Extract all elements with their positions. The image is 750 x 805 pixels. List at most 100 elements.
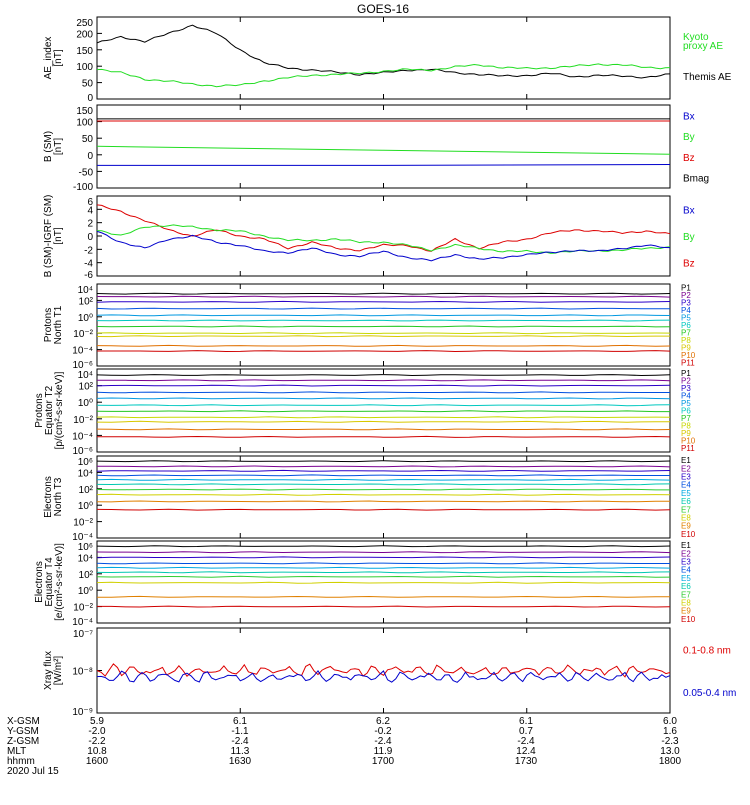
- y-tick-label: 10⁴: [78, 553, 93, 564]
- y-axis-label: [W/m²]: [53, 656, 64, 686]
- panel-protons_t1: 10⁴10²10⁰10⁻²10⁻⁴10⁻⁶Protons North T1P1P2…: [43, 284, 696, 371]
- y-tick-label: 10⁻⁴: [72, 346, 93, 357]
- legend-label: proxy AE: [683, 41, 723, 52]
- series-line: [97, 293, 670, 294]
- series-line: [97, 351, 670, 352]
- legend-label: E10: [681, 530, 696, 539]
- series-line: [97, 484, 670, 485]
- series-line: [97, 671, 670, 683]
- series-line: [97, 436, 670, 437]
- y-tick-label: 150: [76, 46, 93, 57]
- y-tick-label: -100: [73, 182, 93, 193]
- legend-label: 0.05-0.4 nm: [683, 688, 736, 699]
- panel-frame: [97, 369, 670, 452]
- y-axis-label: North T1: [53, 305, 64, 344]
- y-tick-label: 0: [87, 232, 93, 243]
- y-axis-label: [nT]: [53, 138, 64, 155]
- y-axis-label: [nT]: [53, 227, 64, 244]
- y-axis-label: North T3: [53, 477, 64, 516]
- y-tick-label: 10⁶: [78, 457, 93, 468]
- series-line: [97, 375, 670, 376]
- series-line: [97, 320, 670, 321]
- legend-label: Bz: [683, 259, 695, 270]
- series-line: [97, 461, 670, 462]
- y-tick-label: 10⁰: [78, 313, 93, 324]
- footer-table: X-GSMY-GSMZ-GSMMLThhmm2020 Jul 15 5.9-2.0…: [7, 716, 682, 777]
- series-line: [97, 552, 670, 553]
- y-tick-label: 10²: [79, 382, 94, 393]
- panel-frame: [97, 541, 670, 623]
- series-line: [97, 165, 670, 166]
- panel-bsm: 150100500-50-100B (SM) [nT]BxByBzBmag: [43, 105, 709, 193]
- series-line: [97, 576, 670, 577]
- y-tick-label: 50: [82, 79, 94, 90]
- series-line: [97, 572, 670, 573]
- series-line: [97, 25, 670, 78]
- legend-label: E10: [681, 615, 696, 624]
- series-line: [97, 557, 670, 558]
- y-tick-label: 10⁰: [78, 586, 93, 597]
- panel-xray: 10⁻⁷ 10⁻⁸ 10⁻⁹ Xray flux [W/m²] 0.1-0.8 nm 0.0…: [43, 628, 736, 718]
- y-tick-label: 10⁰: [78, 501, 93, 512]
- series-line: [97, 205, 670, 252]
- series-line: [97, 146, 670, 154]
- y-tick-label: -2: [84, 245, 93, 256]
- footer-value: 1600: [86, 756, 109, 767]
- y-tick-label: 4: [87, 205, 93, 216]
- y-tick-label: 10⁻²: [73, 329, 93, 340]
- series-line: [97, 308, 670, 309]
- footer-value: 1800: [659, 756, 682, 767]
- y-tick-label: 10⁰: [78, 398, 93, 409]
- panels-group: 250200150100500AE_index [nT]Kyotoproxy AE…: [34, 17, 736, 718]
- series-line: [97, 417, 670, 418]
- series-line: [97, 475, 670, 476]
- y-tick-label: 150: [76, 106, 93, 117]
- y-axis-label: [p/(cm²-s-sr-keV)]: [54, 371, 65, 449]
- series-line: [97, 466, 670, 467]
- y-tick-label: 10⁴: [78, 468, 93, 479]
- y-tick-label: 250: [76, 18, 93, 29]
- series-line: [97, 225, 670, 254]
- y-tick-label: 10⁶: [78, 542, 93, 553]
- legend-label: 0.1-0.8 nm: [683, 645, 731, 656]
- panel-electrons_t4: 10⁶10⁴10²10⁰10⁻²10⁻⁴Electrons Equator T4[…: [34, 541, 696, 628]
- series-line: [97, 380, 670, 381]
- panel-frame: [97, 456, 670, 538]
- series-line: [97, 563, 670, 564]
- y-tick-label: -50: [79, 167, 94, 178]
- legend-label: Bx: [683, 205, 695, 216]
- y-tick-label: 200: [76, 29, 93, 40]
- legend-label: Bmag: [683, 174, 709, 185]
- series-line: [97, 385, 670, 386]
- y-tick-label: 10⁻⁷: [73, 629, 93, 640]
- legend-label: Bx: [683, 111, 695, 122]
- y-tick-label: 100: [76, 118, 93, 129]
- legend-label: By: [683, 132, 695, 143]
- series-line: [97, 509, 670, 510]
- panel-ae: 250200 150 100 50 0 AE_index [nT] Kyotoproxy AE…: [43, 17, 732, 104]
- series-line: [97, 231, 670, 261]
- panel-electrons_t3: 10⁶10⁴10²10⁰10⁻²10⁻⁴Electrons North T3E1E…: [43, 456, 696, 543]
- series-line: [97, 567, 670, 568]
- series-line: [97, 64, 670, 87]
- y-tick-label: 10⁻²: [73, 415, 93, 426]
- series-line: [97, 489, 670, 490]
- y-tick-label: 10⁴: [78, 285, 93, 296]
- y-tick-label: 50: [82, 134, 94, 145]
- series-line: [97, 494, 670, 495]
- series-line: [97, 345, 670, 346]
- y-tick-label: 10⁻⁸: [72, 667, 93, 678]
- series-line: [97, 596, 670, 597]
- series-line: [97, 405, 670, 406]
- y-axis-label: [nT]: [53, 49, 64, 66]
- series-line: [97, 479, 670, 480]
- series-line: [97, 470, 670, 471]
- legend-label: P11: [681, 358, 695, 367]
- panel-frame: [97, 196, 670, 276]
- series-line: [97, 398, 670, 399]
- y-tick-label: -4: [84, 259, 93, 270]
- y-tick-label: 10²: [79, 570, 94, 581]
- y-tick-label: 10⁻²: [73, 518, 93, 529]
